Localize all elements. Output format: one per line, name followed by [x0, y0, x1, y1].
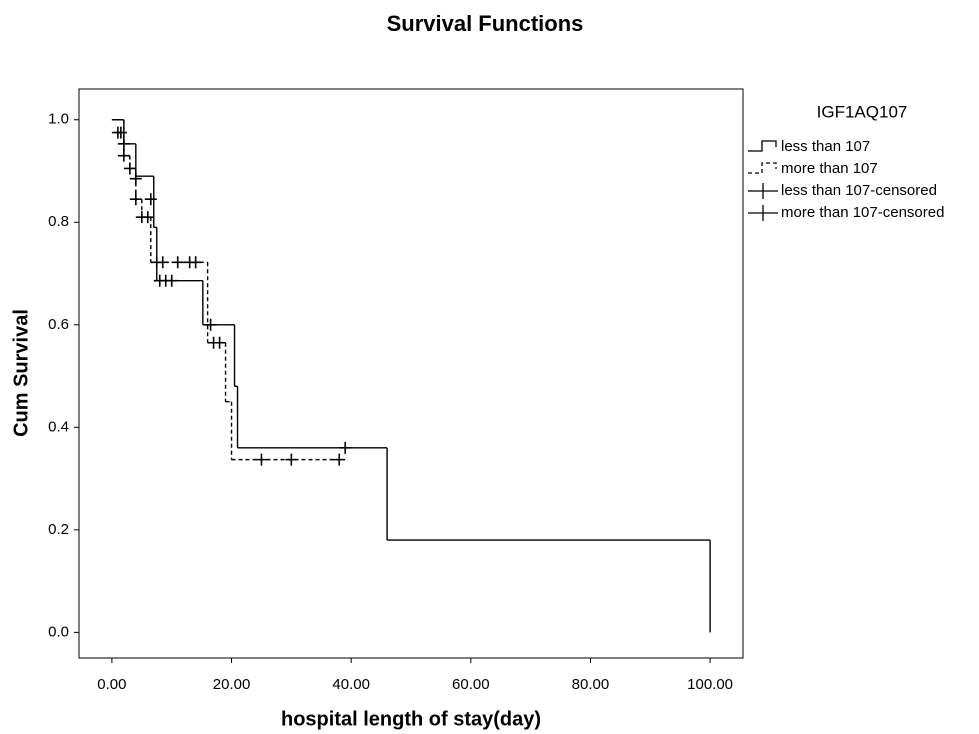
x-tick-label: 40.00: [332, 676, 370, 693]
y-tick-label: 0.0: [48, 623, 69, 640]
censor-mark: [339, 441, 352, 454]
legend-label: more than 107: [781, 160, 878, 177]
censor-mark: [123, 162, 136, 175]
censor-mark: [114, 126, 127, 139]
censor-mark: [165, 274, 178, 287]
y-tick-label: 0.4: [48, 418, 69, 435]
y-tick-label: 1.0: [48, 111, 69, 128]
chart-title: Survival Functions: [387, 11, 584, 36]
censor-mark: [129, 193, 142, 206]
legend-symbol: [748, 140, 777, 152]
censor-mark: [213, 336, 226, 349]
censor-mark: [189, 256, 202, 269]
x-tick-label: 80.00: [572, 676, 610, 693]
censor-mark: [255, 453, 268, 466]
legend-label: less than 107-censored: [781, 182, 937, 199]
x-tick-label: 20.00: [213, 676, 251, 693]
censor-mark: [204, 318, 217, 331]
y-tick-label: 0.8: [48, 213, 69, 230]
x-tick-label: 100.00: [687, 676, 733, 693]
censor-mark: [141, 211, 154, 224]
censor-mark: [156, 256, 169, 269]
x-axis-label: hospital length of stay(day): [281, 708, 541, 730]
y-axis-label: Cum Survival: [10, 309, 32, 437]
y-tick-label: 0.2: [48, 521, 69, 538]
legend-title: IGF1AQ107: [817, 102, 908, 121]
legend-label: more than 107-censored: [781, 204, 944, 221]
legend-symbol: [748, 162, 777, 174]
plot-frame: [78, 88, 744, 659]
censor-mark: [333, 453, 346, 466]
y-tick-label: 0.6: [48, 316, 69, 333]
censor-mark: [144, 193, 157, 206]
censor-mark: [171, 256, 184, 269]
x-tick-label: 0.00: [97, 676, 126, 693]
censor-mark: [129, 172, 142, 185]
censor-mark: [285, 453, 298, 466]
censor-mark: [117, 149, 130, 162]
legend-label: less than 107: [781, 138, 870, 155]
x-tick-label: 60.00: [452, 676, 490, 693]
censor-mark: [117, 137, 130, 150]
